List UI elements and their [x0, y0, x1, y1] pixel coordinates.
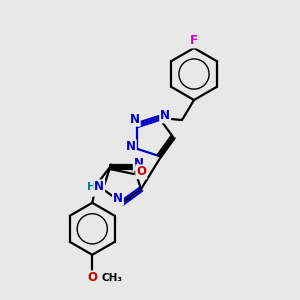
Text: N: N [160, 110, 170, 122]
Text: N: N [94, 180, 104, 193]
Text: O: O [91, 183, 101, 196]
Text: N: N [126, 140, 136, 153]
Text: N: N [113, 191, 123, 205]
Text: N: N [130, 113, 140, 126]
Text: O: O [136, 165, 146, 178]
Text: O: O [87, 271, 97, 284]
Text: N: N [134, 157, 144, 170]
Text: CH₃: CH₃ [101, 273, 122, 283]
Text: H: H [87, 182, 96, 192]
Text: F: F [190, 34, 198, 47]
